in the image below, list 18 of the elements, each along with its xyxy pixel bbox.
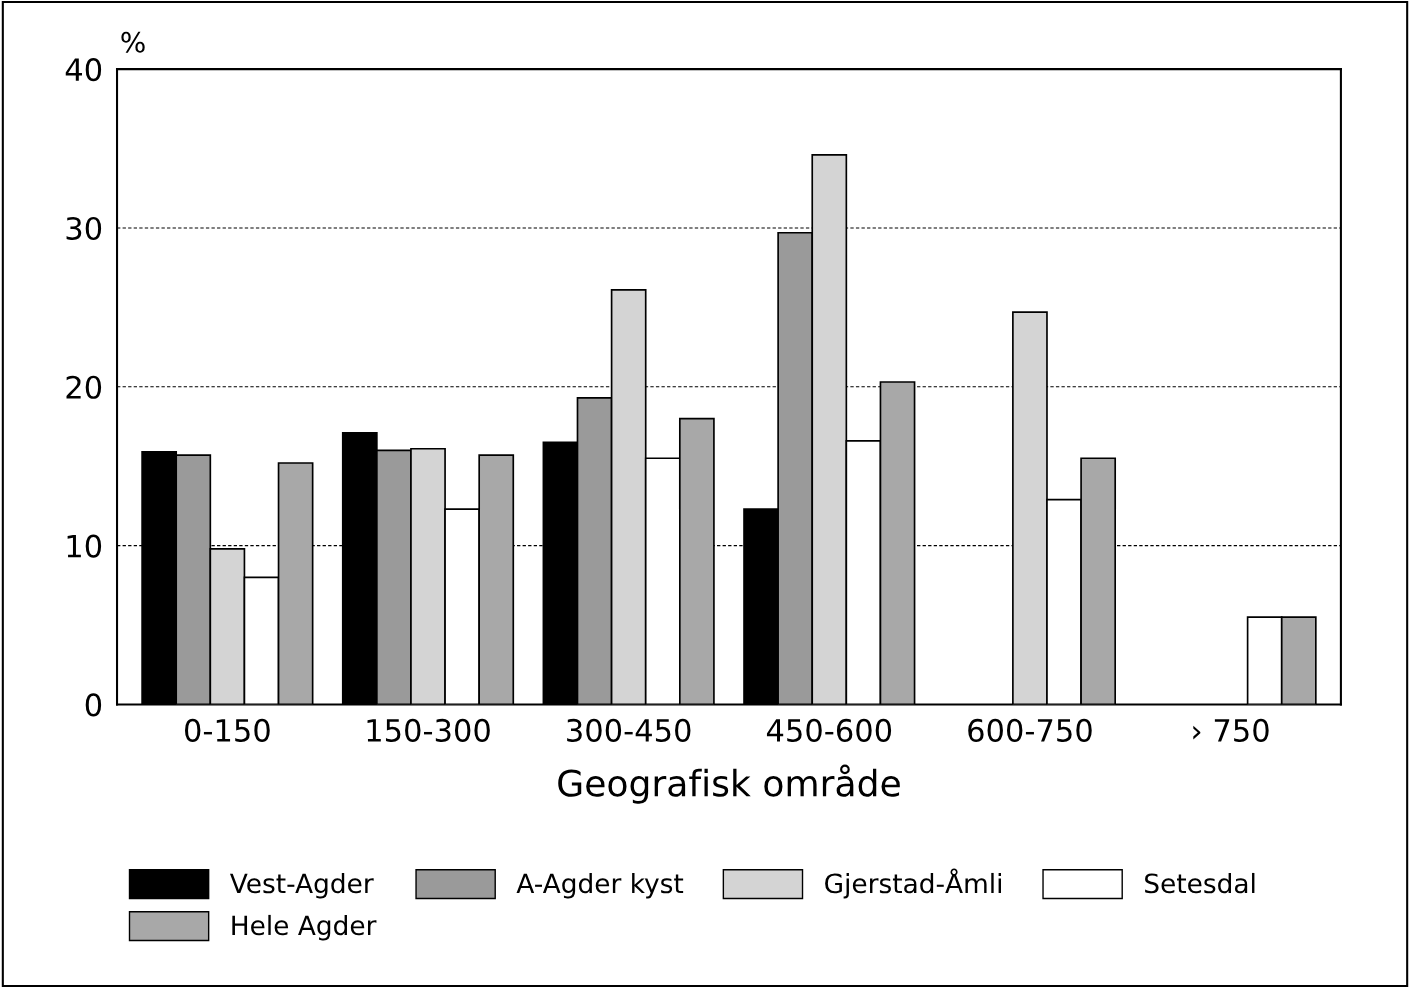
y-tick-label: 20	[66, 375, 102, 399]
y-tick-label: 40	[65, 58, 102, 82]
legend-label: A-Agder kyst	[516, 872, 684, 899]
legend-label: Vest-Agder	[229, 872, 374, 899]
y-tick-label: 30	[66, 216, 102, 241]
x-tick-label: › 750	[1193, 718, 1269, 742]
x-tick-label: 600-750	[968, 718, 1092, 742]
x-tick-label: 300-450	[567, 718, 691, 742]
legend-label: Hele Agder	[232, 914, 377, 941]
y-tick-label: 0	[85, 693, 102, 717]
x-tick-label: 0-150	[185, 718, 270, 742]
legend-label: Setesdal	[1145, 872, 1255, 894]
y-axis-title: %	[121, 31, 145, 53]
y-tick-label: 10	[67, 534, 102, 558]
x-tick-label: 150-300	[367, 718, 490, 742]
x-tick-label: 450-600	[766, 718, 892, 742]
x-axis-title: Geografisk område	[558, 764, 900, 804]
legend-label: Gjerstad-Åmli	[825, 868, 1001, 899]
